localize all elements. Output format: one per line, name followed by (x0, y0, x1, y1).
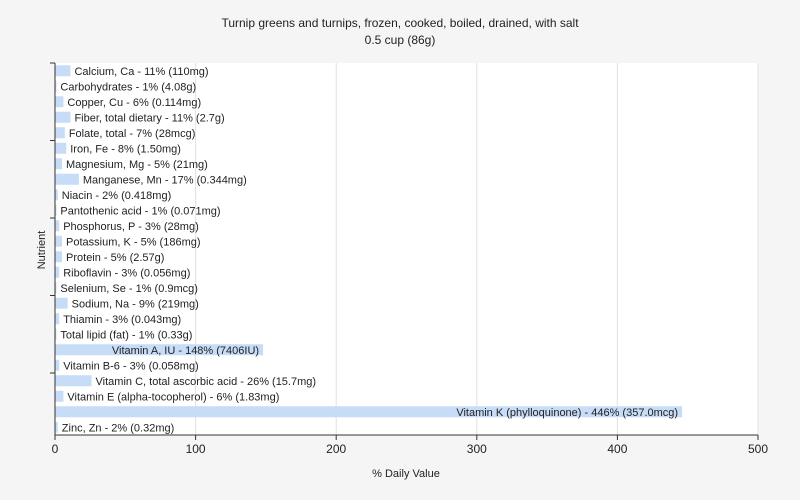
bar-label: Total lipid (fat) - 1% (0.33g) (60, 329, 192, 341)
bar (55, 421, 58, 433)
bar (55, 282, 57, 294)
grid-lines (195, 63, 759, 435)
bar-label: Vitamin E (alpha-tocopherol) - 6% (1.83m… (67, 391, 279, 403)
bar-label: Sodium, Na - 9% (219mg) (72, 298, 199, 310)
axes: 0 100 200 300 400 500 (50, 62, 768, 456)
bar-label: Carbohydrates - 1% (4.08g) (60, 81, 196, 93)
bar-label: Vitamin A, IU - 148% (7406IU) (112, 345, 259, 357)
bar-label: Vitamin B-6 - 3% (0.058mg) (63, 360, 199, 372)
x-tick-label: 400 (607, 442, 627, 456)
bar-label: Iron, Fe - 8% (1.50mg) (70, 143, 181, 155)
y-axis-label: Nutrient (36, 231, 48, 270)
bar-label: Potassium, K - 5% (186mg) (66, 236, 201, 248)
bar (55, 359, 60, 371)
bars: Calcium, Ca - 11% (110mg) Carbohydrates -… (55, 65, 683, 434)
chart-title: Turnip greens and turnips, frozen, cooke… (221, 16, 579, 30)
bar-label: Selenium, Se - 1% (0.9mcg) (60, 283, 198, 295)
x-tick-label: 300 (467, 442, 487, 456)
x-tick-label: 500 (748, 442, 768, 456)
bar (55, 344, 264, 356)
bar-label: Manganese, Mn - 17% (0.344mg) (83, 174, 247, 186)
bar (55, 297, 68, 309)
bar-label: Zinc, Zn - 2% (0.32mg) (62, 422, 174, 434)
bar-label: Calcium, Ca - 11% (110mg) (74, 66, 208, 78)
bar-label: Niacin - 2% (0.418mg) (62, 190, 171, 202)
bar (55, 204, 57, 216)
x-tick-label: 100 (186, 442, 206, 456)
bar-label: Thiamin - 3% (0.043mg) (63, 314, 181, 326)
bar (55, 127, 65, 139)
bar (55, 390, 64, 402)
bar (55, 266, 60, 278)
bar (55, 111, 71, 123)
x-tick-label: 0 (52, 442, 59, 456)
bar-label: Riboflavin - 3% (0.056mg) (63, 267, 190, 279)
bar (55, 158, 63, 170)
bar (55, 406, 683, 418)
bar-label: Fiber, total dietary - 11% (2.7g) (74, 112, 224, 124)
x-axis-label: % Daily Value (372, 468, 440, 480)
bar (55, 220, 60, 232)
bar-label: Folate, total - 7% (28mcg) (69, 128, 196, 140)
bar (55, 80, 57, 92)
bar (55, 173, 79, 185)
bar (55, 96, 64, 108)
bar (55, 65, 71, 77)
bar (55, 235, 63, 247)
bar (55, 328, 57, 340)
bar-label: Vitamin C, total ascorbic acid - 26% (15… (96, 376, 317, 388)
bar (55, 313, 60, 325)
bar (55, 189, 58, 201)
bar-label: Pantothenic acid - 1% (0.071mg) (60, 205, 220, 217)
bar-label: Protein - 5% (2.57g) (66, 252, 164, 264)
bar-label: Magnesium, Mg - 5% (21mg) (66, 159, 208, 171)
bar-label: Vitamin K (phylloquinone) - 446% (357.0m… (456, 407, 678, 419)
plot-area (55, 63, 758, 435)
bar-label: Phosphorus, P - 3% (28mg) (63, 221, 199, 233)
bar-label: Copper, Cu - 6% (0.114mg) (67, 97, 201, 109)
x-tick-label: 200 (326, 442, 346, 456)
bar (55, 142, 67, 154)
bar (55, 251, 63, 263)
chart-subtitle: 0.5 cup (86g) (365, 33, 436, 47)
bar (55, 375, 92, 387)
